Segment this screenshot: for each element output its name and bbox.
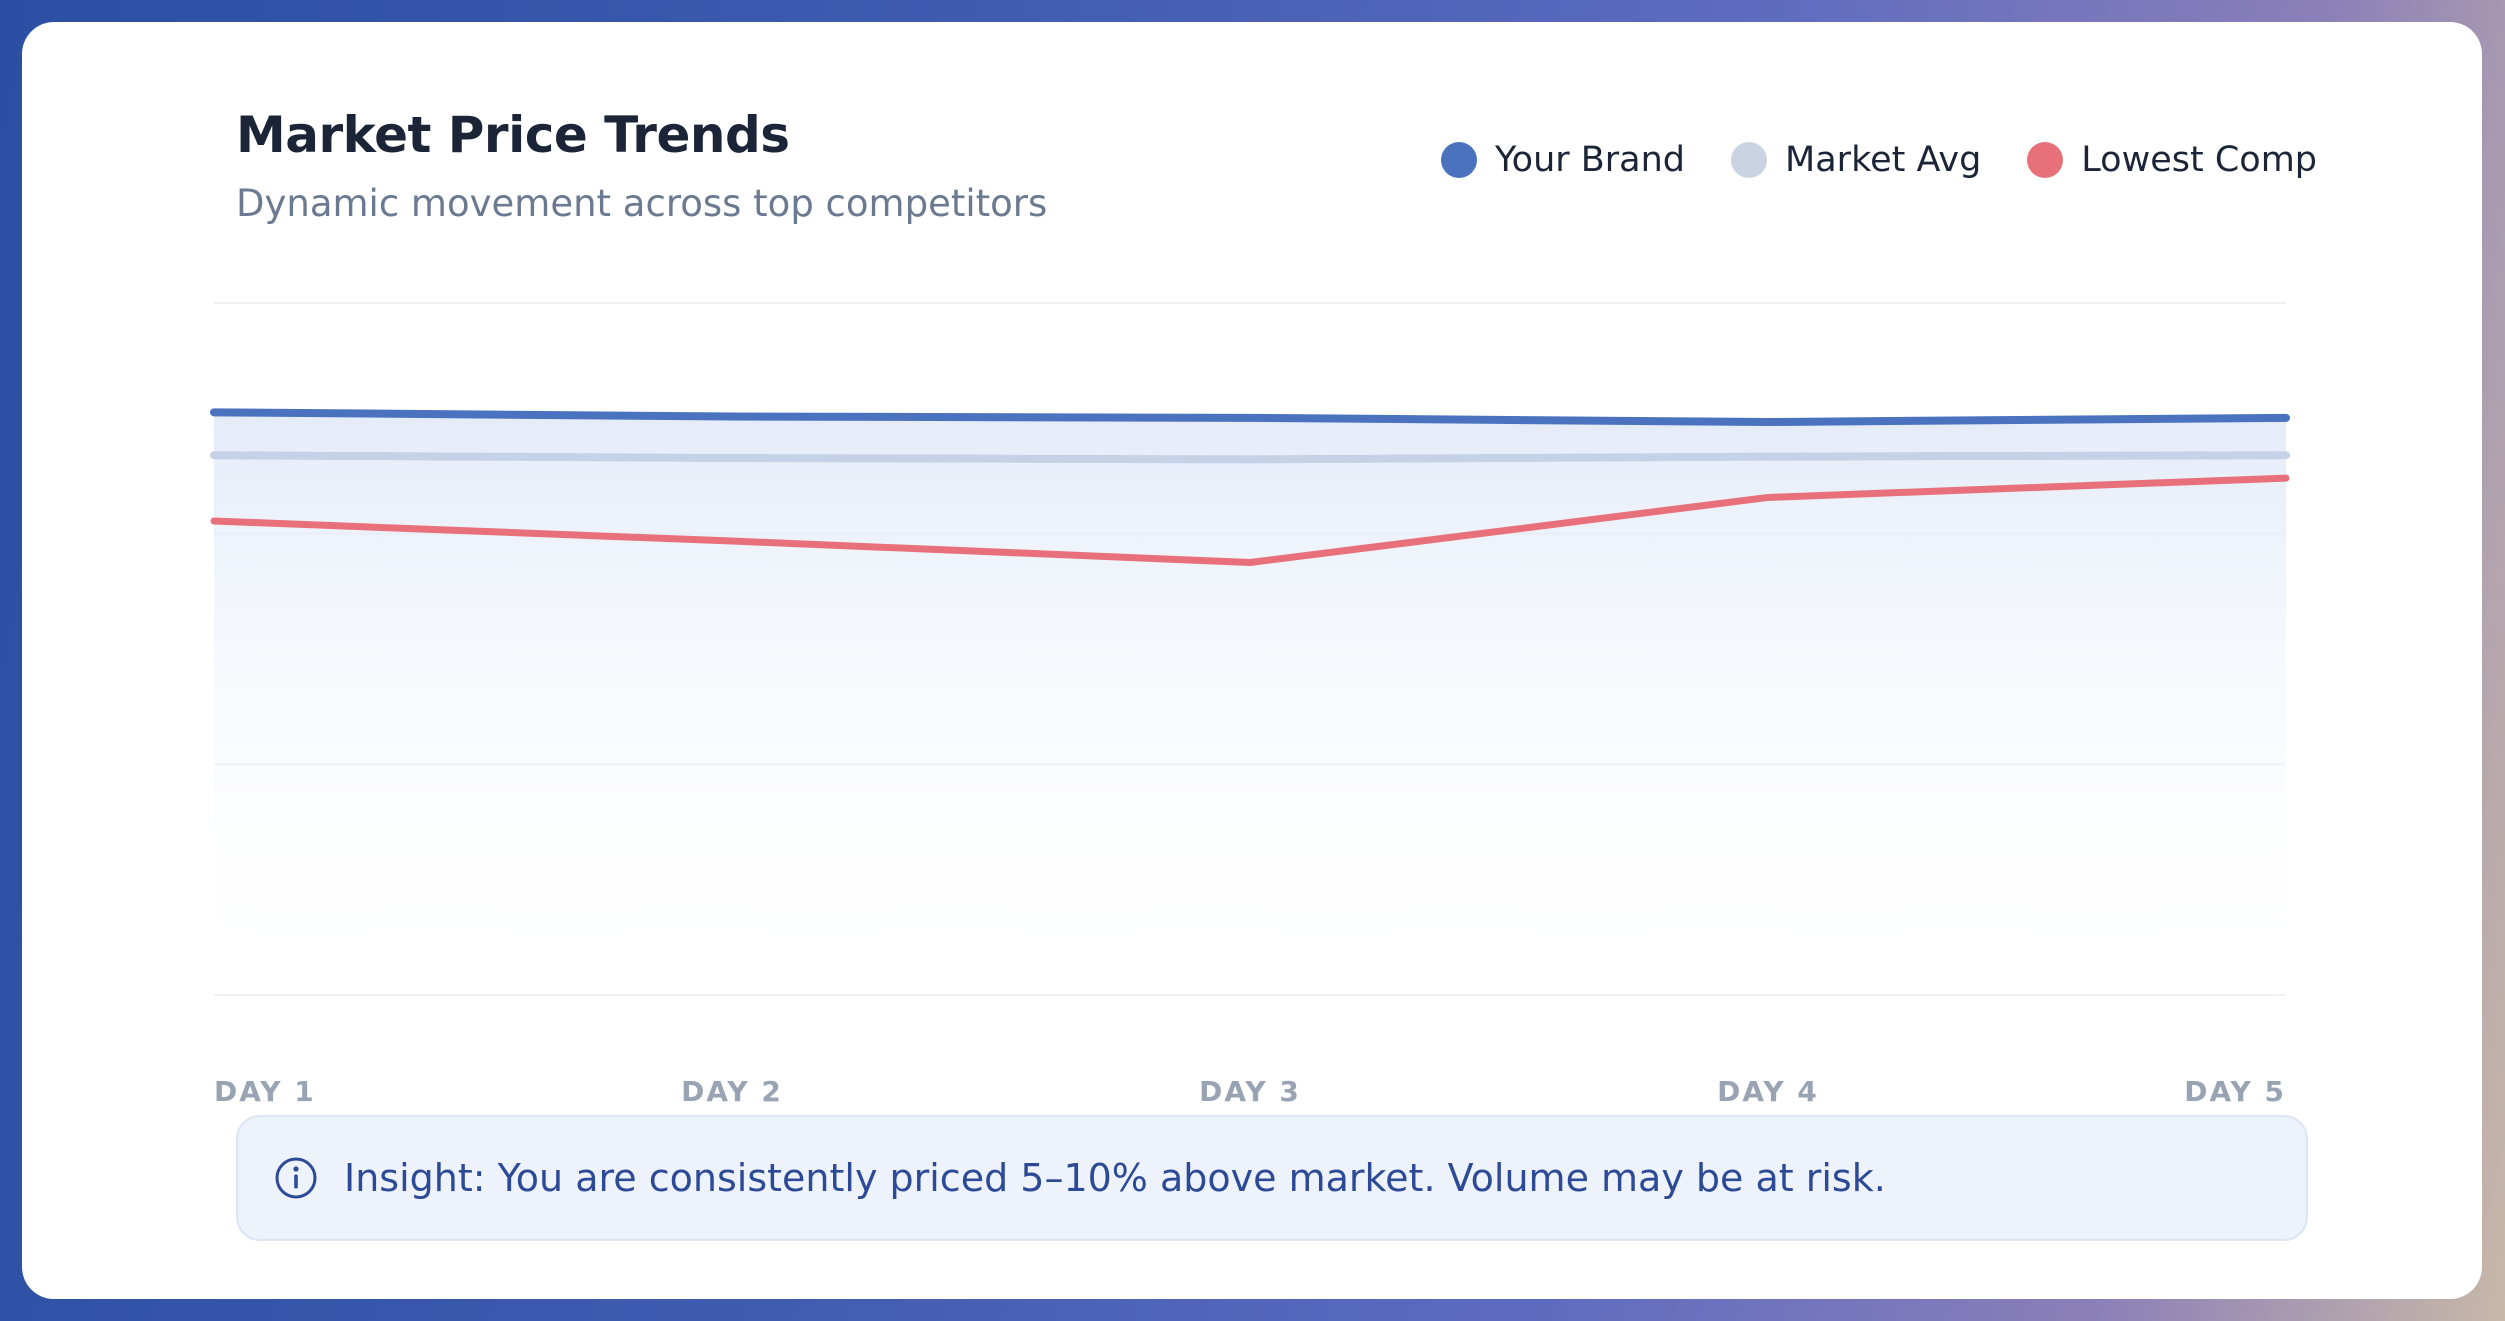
x-tick-label: DAY 4 — [1717, 1075, 1819, 1108]
legend-item-lowest-comp[interactable]: Lowest Comp — [2027, 140, 2317, 180]
legend-label: Market Avg — [1785, 140, 1982, 180]
legend-dot-icon — [1440, 142, 1477, 178]
chart-title: Market Price Trends — [236, 106, 790, 164]
series-line-lowest-comp — [210, 474, 2290, 566]
x-tick-label: DAY 3 — [1199, 1075, 1301, 1108]
info-icon — [275, 1157, 317, 1199]
legend-label: Your Brand — [1494, 140, 1686, 180]
insight-text: Insight: You are consistently priced 5–1… — [344, 1156, 1886, 1200]
insight-banner: Insight: You are consistently priced 5–1… — [236, 1115, 2308, 1241]
legend-dot-icon — [1731, 142, 1768, 178]
legend-label: Lowest Comp — [2081, 140, 2317, 180]
legend: Your Brand Market Avg Lowest Comp — [1395, 140, 2317, 180]
series-line-your-brand — [210, 408, 2290, 427]
chart-subtitle: Dynamic movement across top competitors — [236, 182, 1048, 225]
legend-item-market-avg[interactable]: Market Avg — [1731, 140, 1981, 180]
legend-dot-icon — [2027, 142, 2064, 178]
series-line-market-avg — [210, 451, 2290, 464]
x-tick-label: DAY 5 — [2184, 1075, 2286, 1108]
x-tick-label: DAY 1 — [214, 1075, 316, 1108]
legend-item-your-brand[interactable]: Your Brand — [1440, 140, 1686, 180]
x-tick-label: DAY 2 — [681, 1075, 783, 1108]
your-brand-area — [214, 412, 2286, 995]
